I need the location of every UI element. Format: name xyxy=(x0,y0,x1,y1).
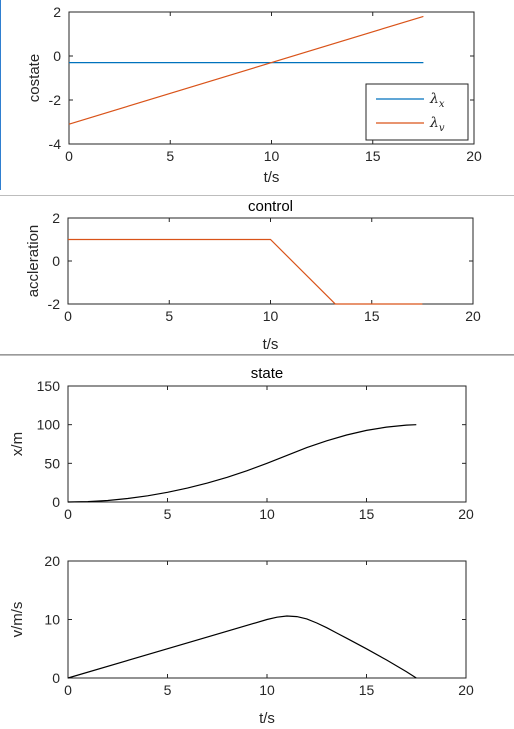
state-panel: 0 5 10 15 20 0 50 100 150 x/m state 0 5 10 15 20 0 10 20 t/… xyxy=(0,355,514,729)
state-x-series-line-0 xyxy=(67,424,417,503)
costate-ytick-label-1: -2 xyxy=(49,92,62,108)
state-x-title: state xyxy=(251,365,284,382)
costate-xtick-label-4: 20 xyxy=(466,148,482,164)
state-x-axes: 0 5 10 15 20 0 50 100 150 x/m state xyxy=(9,365,474,522)
costate-legend-label-1: λv xyxy=(429,115,445,134)
control-xlabel: t/s xyxy=(263,336,279,353)
state-v-ytick-label-1: 10 xyxy=(44,612,60,628)
costate-series-line-1 xyxy=(68,15,424,125)
costate-ylabel: costate xyxy=(26,54,43,102)
control-ytick-label-1: 0 xyxy=(52,253,60,269)
costate-ytick-label-3: 2 xyxy=(53,4,61,20)
control-series-line-0 xyxy=(68,238,423,305)
costate-legend-box xyxy=(365,83,469,141)
state-v-xtick-label-2: 10 xyxy=(259,682,275,698)
state-x-xtick-label-1: 5 xyxy=(164,506,172,522)
state-v-ytick-label-0: 0 xyxy=(52,670,60,686)
costate-legend-label-0: λx xyxy=(429,91,445,110)
control-xtick-label-0: 0 xyxy=(64,308,72,324)
state-v-ylabel: v/m/s xyxy=(9,602,26,638)
state-v-xtick-label-4: 20 xyxy=(458,682,474,698)
state-x-xtick-label-3: 15 xyxy=(359,506,375,522)
costate-panel: 0 5 10 15 20 -4 -2 0 2 t/s costate λx λv xyxy=(0,0,514,190)
state-v-xtick-label-1: 5 xyxy=(164,682,172,698)
state-v-xtick-label-0: 0 xyxy=(64,682,72,698)
state-x-ytick-label-1: 50 xyxy=(44,455,60,471)
state-v-ytick-label-2: 20 xyxy=(44,553,60,569)
costate-axes: 0 5 10 15 20 -4 -2 0 2 t/s costate λx λv xyxy=(26,4,482,186)
costate-xtick-label-2: 10 xyxy=(264,148,280,164)
state-x-ytick-label-2: 100 xyxy=(37,417,61,433)
costate-xtick-label-3: 15 xyxy=(365,148,381,164)
state-x-xtick-label-0: 0 xyxy=(64,506,72,522)
state-x-ylabel: x/m xyxy=(9,432,26,456)
state-v-series-line-0 xyxy=(67,615,417,679)
state-v-xtick-label-3: 15 xyxy=(359,682,375,698)
control-ylabel: accleration xyxy=(25,225,42,298)
control-xtick-label-4: 20 xyxy=(465,308,481,324)
control-ytick-label-2: 2 xyxy=(52,210,60,226)
costate-legend: λx λv xyxy=(365,83,469,141)
control-title: control xyxy=(248,198,293,215)
control-panel: 0 5 10 15 20 -2 0 2 t/s accleration control xyxy=(0,195,514,355)
control-ytick-label-0: -2 xyxy=(48,296,61,312)
costate-chart: 0 5 10 15 20 -4 -2 0 2 t/s costate λx λv xyxy=(26,4,482,186)
state-x-xtick-label-2: 10 xyxy=(259,506,275,522)
state-v-xlabel: t/s xyxy=(259,710,275,727)
costate-xtick-label-1: 5 xyxy=(166,148,174,164)
state-x-ytick-label-3: 150 xyxy=(37,378,61,394)
costate-ytick-label-0: -4 xyxy=(49,136,62,152)
costate-xtick-label-0: 0 xyxy=(65,148,73,164)
state-v-axes: 0 5 10 15 20 0 10 20 t/s v/m/s xyxy=(9,553,474,727)
state-chart: 0 5 10 15 20 0 50 100 150 x/m state 0 5 10 15 20 0 10 20 t/… xyxy=(9,365,474,727)
control-plot-area xyxy=(67,217,474,305)
control-xtick-label-1: 5 xyxy=(165,308,173,324)
costate-xlabel: t/s xyxy=(264,169,280,186)
costate-ytick-label-2: 0 xyxy=(53,48,61,64)
state-x-xtick-label-4: 20 xyxy=(458,506,474,522)
control-xtick-label-3: 15 xyxy=(364,308,380,324)
control-xtick-label-2: 10 xyxy=(263,308,279,324)
state-x-plot-area xyxy=(67,385,467,503)
state-x-ytick-label-0: 0 xyxy=(52,494,60,510)
